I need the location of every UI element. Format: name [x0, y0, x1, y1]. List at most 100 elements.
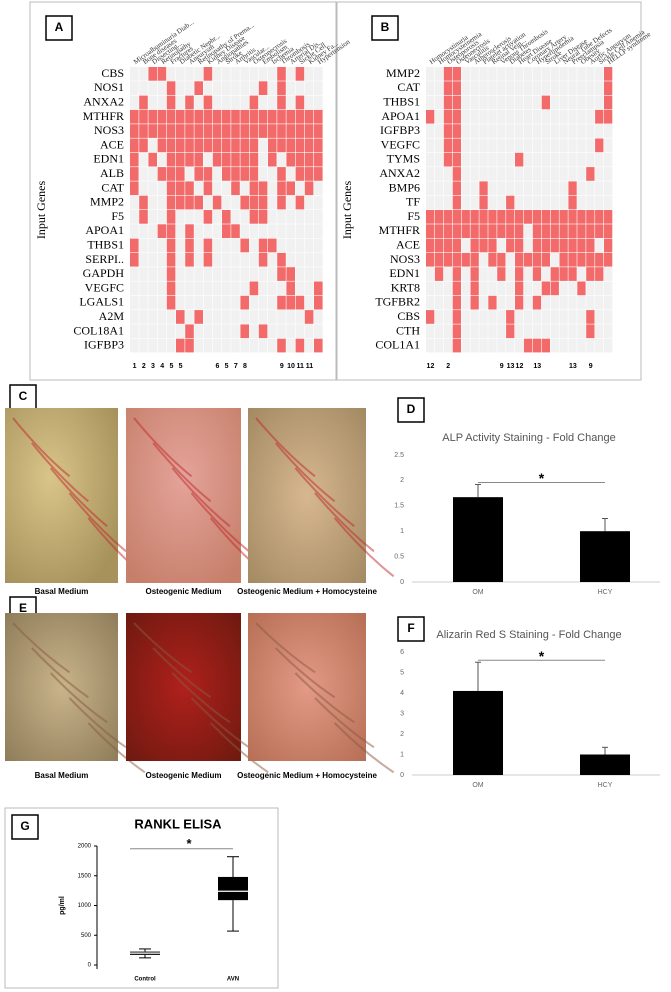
- heatmap-cell: [541, 252, 550, 267]
- heatmap-cell: [130, 124, 139, 138]
- heatmap-cell: [497, 124, 506, 138]
- heatmap-cell: [130, 109, 139, 124]
- micrograph-texture: [133, 622, 193, 674]
- heatmap-cell: [194, 195, 203, 210]
- heatmap-cell: [568, 224, 577, 238]
- heatmap-cell: [559, 252, 568, 267]
- heatmap-cell: [479, 195, 488, 210]
- column-number: 2: [142, 363, 146, 370]
- heatmap-cell: [426, 67, 435, 81]
- heatmap-cell: [185, 181, 194, 196]
- heatmap-cell: [426, 310, 435, 324]
- heatmap-cell: [461, 324, 470, 339]
- heatmap-cell: [479, 295, 488, 310]
- heatmap-cell: [212, 295, 222, 310]
- heatmap-cell: [506, 295, 515, 310]
- heatmap-cell: [185, 224, 194, 238]
- heatmap-cell: [268, 338, 277, 353]
- micrograph-texture: [333, 722, 395, 774]
- heatmap-cell: [185, 81, 194, 95]
- gene-label: LGALS1: [79, 295, 124, 309]
- heatmap-cell: [586, 267, 595, 281]
- heatmap-cell: [277, 67, 286, 81]
- heatmap-cell: [586, 281, 595, 296]
- heatmap-cell: [139, 281, 148, 296]
- panel-frame: [29, 1, 337, 381]
- panel-letter: A: [55, 20, 64, 34]
- heatmap-cell: [497, 238, 506, 253]
- heatmap-cell: [452, 124, 461, 138]
- heatmap-cell: [157, 224, 167, 238]
- heatmap-cell: [595, 81, 604, 95]
- heatmap-cell: [231, 109, 240, 124]
- heatmap-cell: [479, 138, 488, 153]
- heatmap-cell: [185, 238, 194, 253]
- heatmap-cell: [550, 224, 559, 238]
- column-number: 11: [306, 363, 314, 370]
- heatmap-cell: [295, 324, 305, 339]
- heatmap-cell: [258, 281, 268, 296]
- column-number: 11: [296, 363, 304, 370]
- heatmap-cell: [595, 95, 604, 110]
- heatmap-cell: [506, 338, 515, 353]
- heatmap-cell: [212, 324, 222, 339]
- heatmap-cell: [222, 238, 231, 253]
- heatmap-cell: [586, 238, 595, 253]
- micrograph-texture: [294, 672, 355, 724]
- heatmap-cell: [258, 181, 268, 196]
- heatmap-cell: [249, 338, 259, 353]
- heatmap-cell: [157, 238, 167, 253]
- heatmap-cell: [586, 210, 595, 224]
- heatmap-cell: [470, 181, 479, 196]
- heatmap-cell: [532, 195, 542, 210]
- heatmap-cell: [157, 138, 167, 153]
- heatmap-cell: [461, 67, 470, 81]
- gene-label: MMP2: [90, 195, 124, 209]
- heatmap-cell: [286, 267, 295, 281]
- heatmap-cell: [203, 181, 213, 196]
- heatmap-cell: [258, 338, 268, 353]
- x-tick-label: HCY: [598, 782, 613, 789]
- heatmap-cell: [314, 338, 323, 353]
- heatmap-cell: [559, 210, 568, 224]
- heatmap-cell: [240, 281, 249, 296]
- heatmap-cell: [148, 281, 157, 296]
- gene-label: SERPI..: [85, 252, 124, 266]
- heatmap-cell: [461, 195, 470, 210]
- heatmap-cell: [497, 324, 506, 339]
- micrograph-texture: [294, 467, 355, 528]
- heatmap-cell: [231, 95, 240, 110]
- micrograph-texture: [68, 492, 127, 553]
- heatmap-cell: [157, 252, 167, 267]
- heatmap-cell: [203, 109, 213, 124]
- heatmap-cell: [586, 167, 595, 181]
- y-tick-label: 500: [81, 933, 92, 939]
- heatmap-cell: [231, 138, 240, 153]
- heatmap-cell: [194, 281, 203, 296]
- heatmap-cell: [249, 210, 259, 224]
- heatmap-cell: [604, 152, 613, 167]
- heatmap-cell: [488, 267, 497, 281]
- heatmap-cell: [434, 138, 444, 153]
- heatmap-cell: [434, 195, 444, 210]
- heatmap-cell: [314, 295, 323, 310]
- heatmap-cell: [304, 281, 314, 296]
- heatmap-cell: [550, 109, 559, 124]
- heatmap-cell: [506, 95, 515, 110]
- heatmap-cell: [488, 195, 497, 210]
- heatmap-cell: [541, 81, 550, 95]
- heatmap-cell: [268, 324, 277, 339]
- heatmap-cell: [286, 238, 295, 253]
- heatmap-cell: [550, 167, 559, 181]
- heatmap-cell: [249, 181, 259, 196]
- heatmap-cell: [130, 252, 139, 267]
- heatmap-cell: [595, 252, 604, 267]
- heatmap-cell: [314, 238, 323, 253]
- chart-title: Alizarin Red S Staining - Fold Change: [436, 629, 621, 641]
- heatmap-cell: [240, 152, 249, 167]
- heatmap-cell: [157, 267, 167, 281]
- heatmap-cell: [194, 210, 203, 224]
- heatmap-cell: [203, 324, 213, 339]
- heatmap-cell: [185, 195, 194, 210]
- heatmap-cell: [203, 252, 213, 267]
